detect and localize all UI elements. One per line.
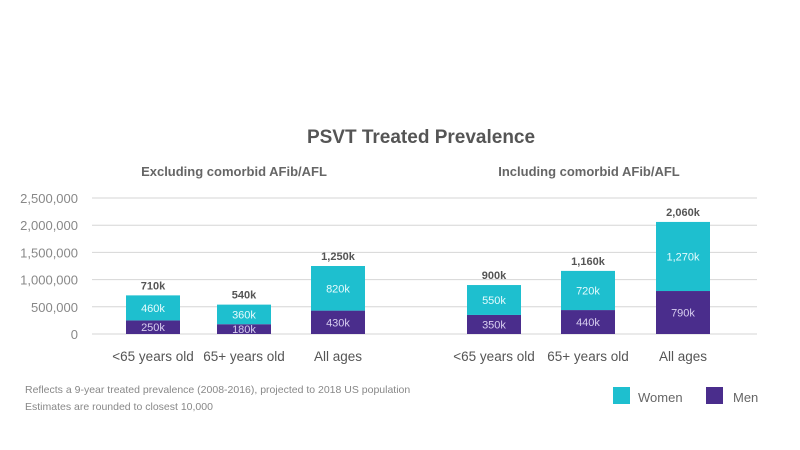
footnote-1: Reflects a 9-year treated prevalence (20…: [25, 384, 410, 396]
x-tick-label: All ages: [314, 349, 362, 364]
x-tick-label: All ages: [659, 349, 707, 364]
y-tick-label: 2,500,000: [20, 191, 78, 206]
bar-women: [311, 266, 365, 311]
bar-value-label: 180k: [232, 324, 256, 336]
y-tick-label: 0: [71, 327, 78, 342]
bar-women: [561, 270, 615, 311]
y-tick-label: 500,000: [31, 300, 78, 315]
bar-value-label: 460k: [141, 303, 165, 315]
y-tick-label: 1,500,000: [20, 245, 78, 260]
bar-value-label: 360k: [232, 309, 256, 321]
bar-men: [217, 324, 271, 334]
bar-total-label: 710k: [141, 280, 166, 292]
bar-value-label: 720k: [576, 285, 600, 297]
legend-swatch-men: [706, 387, 723, 404]
bar-value-label: 550k: [482, 295, 506, 307]
bar-women: [467, 285, 521, 315]
legend-label-women: Women: [638, 390, 683, 405]
bar-men: [656, 291, 710, 334]
bar-value-label: 250k: [141, 322, 165, 334]
bar-value-label: 440k: [576, 317, 600, 329]
bar-value-label: 350k: [482, 319, 506, 331]
right-subtitle: Including comorbid AFib/AFL: [498, 164, 680, 179]
bar-total-label: 2,060k: [666, 207, 701, 219]
bar-value-label: 430k: [326, 317, 350, 329]
y-tick-label: 2,000,000: [20, 218, 78, 233]
bar-men: [467, 314, 521, 334]
bar-total-label: 900k: [482, 270, 507, 282]
bar-value-label: 820k: [326, 283, 350, 295]
x-tick-label: <65 years old: [112, 349, 193, 364]
left-subtitle: Excluding comorbid AFib/AFL: [141, 164, 327, 179]
chart-title: PSVT Treated Prevalence: [307, 127, 535, 148]
bar-total-label: 540k: [232, 290, 257, 302]
bar-value-label: 790k: [671, 308, 695, 320]
bar-women: [217, 304, 271, 325]
x-tick-label: <65 years old: [453, 349, 534, 364]
y-tick-label: 1,000,000: [20, 273, 78, 288]
legend-swatch-women: [613, 387, 630, 404]
x-tick-label: 65+ years old: [203, 349, 284, 364]
bar-total-label: 1,160k: [571, 256, 606, 268]
bar-men: [311, 310, 365, 334]
bar-total-label: 1,250k: [321, 251, 356, 263]
footnote-2: Estimates are rounded to closest 10,000: [25, 401, 213, 413]
bar-value-label: 1,270k: [666, 251, 700, 263]
bar-men: [126, 320, 180, 334]
bar-men: [561, 310, 615, 334]
x-tick-label: 65+ years old: [547, 349, 628, 364]
legend-label-men: Men: [733, 390, 758, 405]
bar-women: [126, 295, 180, 321]
bar-women: [656, 221, 710, 292]
